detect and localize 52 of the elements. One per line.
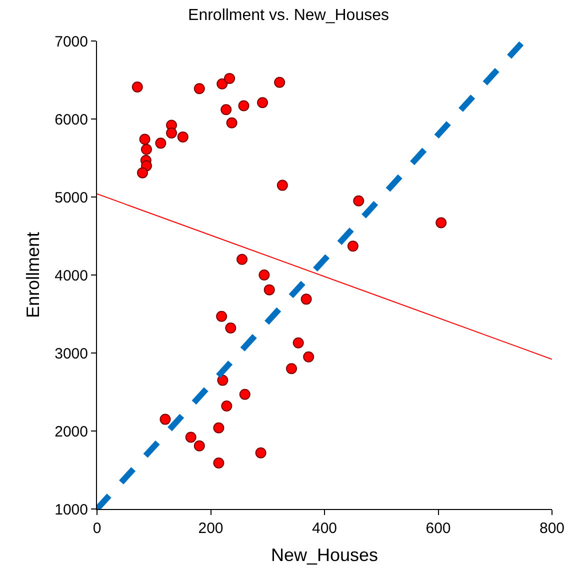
point (236, 254, 248, 265)
x-tick-label: 0 (92, 520, 102, 537)
x-tick-label: 800 (539, 520, 565, 537)
point (300, 294, 312, 305)
y-tick-label: 3000 (54, 345, 88, 362)
point (155, 138, 166, 149)
y-tick-label: 6000 (54, 111, 88, 128)
chart-title: Enrollment vs. New_Houses (188, 6, 389, 24)
point (220, 104, 232, 116)
point (436, 217, 447, 228)
point (226, 117, 238, 128)
point (286, 363, 298, 374)
point (221, 400, 232, 412)
point (216, 310, 228, 322)
x-tick-label: 400 (312, 520, 338, 537)
point (224, 72, 236, 84)
point (292, 337, 304, 348)
point (177, 131, 188, 142)
point (257, 97, 268, 108)
point (239, 388, 250, 400)
point (264, 284, 275, 296)
x-tick-label: 600 (426, 520, 451, 537)
y-tick-label: 1000 (54, 501, 88, 518)
point (137, 167, 148, 178)
point (353, 195, 364, 206)
y-tick-label: 4000 (54, 267, 88, 284)
point (213, 457, 224, 468)
point (185, 432, 196, 443)
point (276, 180, 288, 191)
y-axis-title: Enrollment (22, 232, 43, 318)
point (216, 78, 228, 90)
y-tick-label: 7000 (54, 33, 88, 50)
x-axis-title: New_Houses (270, 545, 378, 566)
point (303, 351, 314, 362)
point (258, 270, 270, 280)
point (194, 440, 205, 452)
point (213, 422, 224, 434)
y-tick-label: 2000 (54, 423, 88, 440)
point (194, 83, 205, 94)
point (132, 82, 143, 93)
point (225, 322, 236, 334)
point (160, 414, 171, 425)
point (255, 447, 266, 458)
y-tick-label: 5000 (54, 189, 88, 206)
point (217, 374, 228, 386)
point (347, 240, 358, 252)
point (166, 128, 178, 139)
point (274, 76, 286, 88)
point (139, 134, 150, 145)
x-tick-label: 200 (198, 520, 224, 537)
point (238, 100, 250, 112)
point (140, 144, 152, 155)
